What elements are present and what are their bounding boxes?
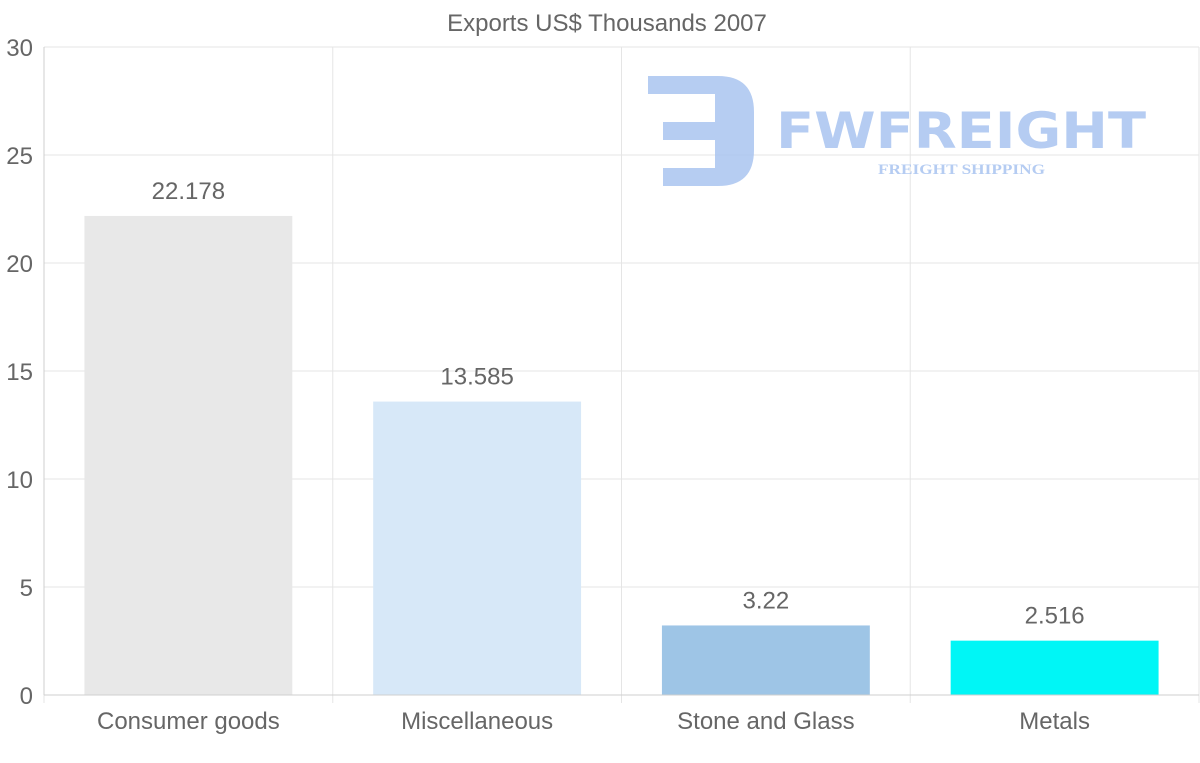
watermark-tagline: FREIGHT SHIPPING (878, 162, 1045, 178)
y-tick-label: 30 (6, 35, 33, 62)
y-tick-label: 20 (6, 251, 33, 278)
x-category-label: Metals (1019, 708, 1090, 735)
watermark-logo: FWFREIGHT FREIGHT SHIPPING (648, 76, 1146, 186)
watermark-brand: FWFREIGHT (776, 102, 1146, 160)
x-category-label: Consumer goods (97, 708, 280, 735)
bar-value-label: 22.178 (152, 178, 225, 205)
bar-0[interactable] (84, 215, 293, 695)
y-tick-label: 5 (20, 575, 33, 602)
axis-layer: 0 5 10 15 20 25 30 Consumer goods Miscellaneous S… (6, 35, 1199, 735)
x-category-label: Stone and Glass (677, 708, 854, 735)
bar-value-label: 13.585 (440, 364, 513, 391)
bar-2[interactable] (661, 625, 870, 695)
chart-title: Exports US$ Thousands 2007 (447, 10, 767, 37)
bar-1[interactable] (373, 401, 582, 695)
y-tick-label: 0 (20, 683, 33, 710)
watermark-logo-icon (648, 76, 754, 186)
x-category-label: Miscellaneous (401, 708, 553, 735)
bar-3[interactable] (950, 640, 1159, 695)
bar-value-label: 3.22 (743, 587, 790, 614)
bars-layer: 22.178 13.585 3.22 2.516 (84, 178, 1159, 695)
y-tick-label: 10 (6, 467, 33, 494)
bar-value-label: 2.516 (1025, 603, 1085, 630)
y-tick-label: 15 (6, 359, 33, 386)
y-tick-label: 25 (6, 143, 33, 170)
